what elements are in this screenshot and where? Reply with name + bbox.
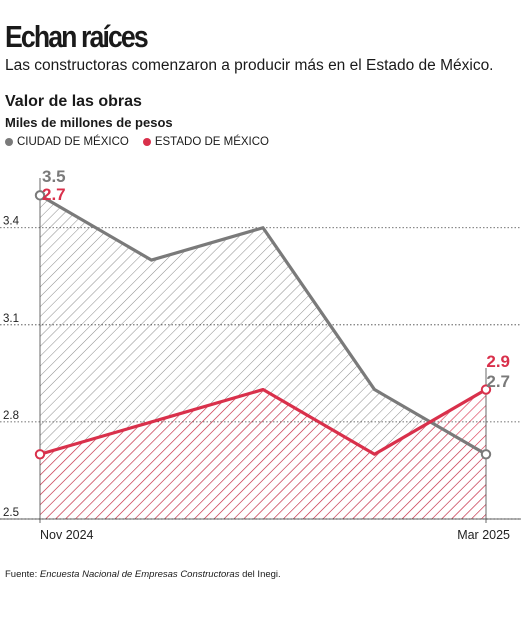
- series-line-cdmx: [39, 193, 487, 456]
- point-cdmx: [34, 190, 46, 201]
- x-tick-label: Mar 2025: [457, 528, 510, 542]
- data-label-edomex-end: 2.9: [486, 352, 510, 371]
- point-cdmx: [480, 449, 492, 460]
- data-label-cdmx-end: 2.7: [486, 372, 510, 391]
- point-edomex: [480, 384, 492, 395]
- source-prefix: Fuente:: [5, 569, 40, 580]
- legend-swatch-cdmx: [5, 138, 13, 146]
- chart-title: Valor de las obras: [5, 93, 142, 110]
- data-label-cdmx-start: 3.5: [42, 167, 66, 186]
- legend-label-edomex: ESTADO DE MÉXICO: [154, 136, 269, 148]
- source-note: Fuente: Encuesta Nacional de Empresas Co…: [5, 569, 281, 581]
- chart-legend: CIUDAD DE MÉXICO ESTADO DE MÉXICO: [5, 135, 283, 149]
- point-edomex: [34, 449, 46, 460]
- x-tick-label: Nov 2024: [40, 528, 94, 542]
- legend-swatch-edomex: [142, 138, 151, 146]
- y-tick-label: 3.1: [3, 313, 19, 325]
- page-title: Echan raíces: [5, 19, 149, 54]
- chart-units: Miles de millones de pesos: [5, 115, 173, 130]
- page-subtitle: Las constructoras comenzaron a producir …: [5, 57, 494, 74]
- data-label-edomex-start: 2.7: [42, 185, 66, 204]
- legend-item-cdmx: CIUDAD DE MÉXICO: [5, 135, 129, 149]
- legend-item-edomex: ESTADO DE MÉXICO: [142, 135, 269, 149]
- source-name: Encuesta Nacional de Empresas Constructo…: [39, 569, 240, 580]
- y-tick-label: 3.4: [3, 216, 20, 228]
- y-tick-label: 2.8: [3, 410, 19, 422]
- series-line-edomex: [39, 387, 487, 456]
- legend-label-cdmx: CIUDAD DE MÉXICO: [17, 136, 129, 148]
- source-suffix: del Inegi.: [239, 569, 281, 580]
- y-tick-label: 2.5: [3, 507, 19, 519]
